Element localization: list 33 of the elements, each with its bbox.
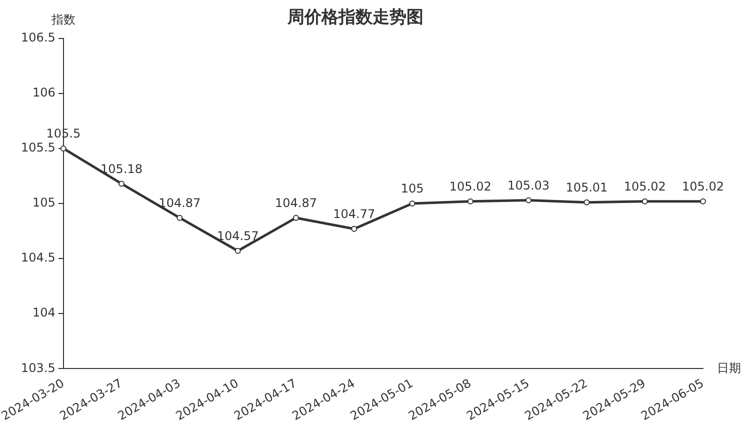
y-axis-title: 指数 <box>50 12 76 27</box>
chart-title: 周价格指数走势图 <box>286 8 424 28</box>
point <box>467 198 474 204</box>
data-label: 105 <box>400 182 424 196</box>
data-label: 105.01 <box>566 180 608 195</box>
point <box>642 198 648 204</box>
point <box>700 198 706 204</box>
data-label: 105.02 <box>682 179 724 194</box>
data-label: 104.77 <box>333 206 376 221</box>
y-tick-label: 106 <box>32 86 56 100</box>
data-label: 105.02 <box>449 179 492 194</box>
point <box>292 214 299 221</box>
point <box>351 226 358 232</box>
point <box>584 199 590 206</box>
data-label: 105.03 <box>508 178 550 192</box>
y-tick-label: 103.5 <box>21 360 56 375</box>
y-tick-label: 104.5 <box>21 250 56 265</box>
point <box>234 248 241 254</box>
y-tick-label: 105 <box>32 196 56 210</box>
data-label: 105.18 <box>100 162 143 176</box>
point <box>60 145 66 152</box>
point <box>526 197 532 204</box>
point <box>176 214 183 221</box>
y-tick-label: 104 <box>32 306 56 320</box>
y-tick-label: 106.5 <box>21 30 56 45</box>
x-axis-title: 日期 <box>717 360 741 375</box>
y-tick-label: 105.5 <box>21 140 56 155</box>
data-label: 104.57 <box>216 228 259 243</box>
data-label: 104.87 <box>158 196 201 210</box>
point <box>409 200 416 207</box>
data-label: 105.02 <box>624 179 666 194</box>
data-label: 104.87 <box>274 196 317 210</box>
point <box>118 180 125 187</box>
